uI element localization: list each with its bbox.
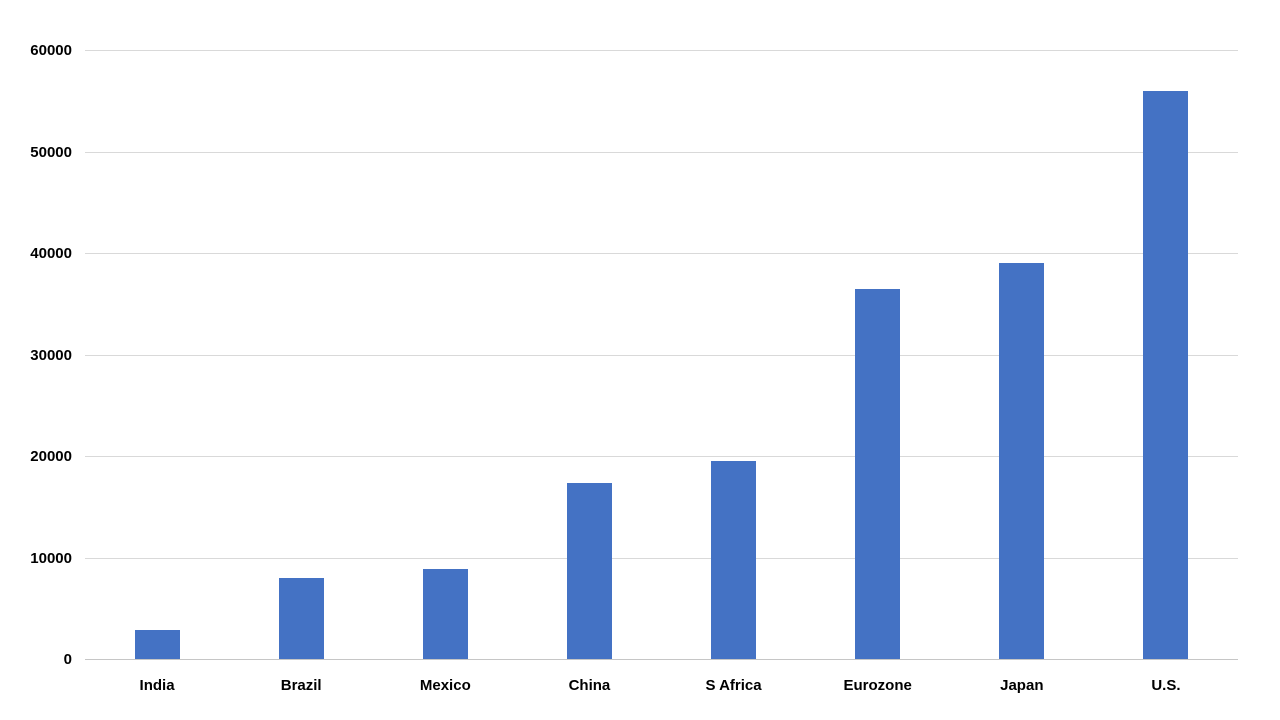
x-axis-category-label: S Africa: [705, 677, 762, 694]
y-axis-tick-label: 40000: [30, 245, 72, 262]
gridline: [85, 456, 1238, 457]
bar-japan: [999, 262, 1045, 660]
x-axis-category-label: Brazil: [280, 677, 322, 694]
y-axis-tick-label: 30000: [30, 346, 72, 364]
bar-eurozone: [855, 289, 901, 660]
y-axis-tick-label: 60000: [30, 42, 72, 59]
gridline: [85, 151, 1238, 153]
gridline: [85, 557, 1238, 559]
y-axis-tick-label: 10000: [30, 549, 72, 567]
gridline: [85, 354, 1238, 356]
x-axis-line: [85, 659, 1238, 660]
bar-china: [566, 482, 612, 660]
x-axis-category-label: U.S.: [1151, 677, 1181, 694]
y-axis-tick-label: 50000: [30, 143, 72, 161]
bar-u-s: [1143, 91, 1189, 660]
x-axis-category-label: India: [139, 677, 175, 694]
y-axis-tick-label: 0: [63, 651, 72, 668]
gridline: [85, 253, 1238, 254]
bar-brazil: [278, 578, 324, 660]
bar-india: [134, 630, 180, 660]
gridline: [85, 50, 1238, 51]
bar-s-africa: [711, 460, 757, 660]
bar-mexico: [422, 569, 468, 660]
x-axis-category-label: Japan: [1000, 677, 1044, 694]
y-axis-tick-label: 20000: [30, 448, 72, 465]
x-axis-category-label: Mexico: [419, 677, 471, 694]
x-axis-category-label: China: [568, 677, 611, 694]
x-axis-category-label: Eurozone: [843, 677, 912, 694]
